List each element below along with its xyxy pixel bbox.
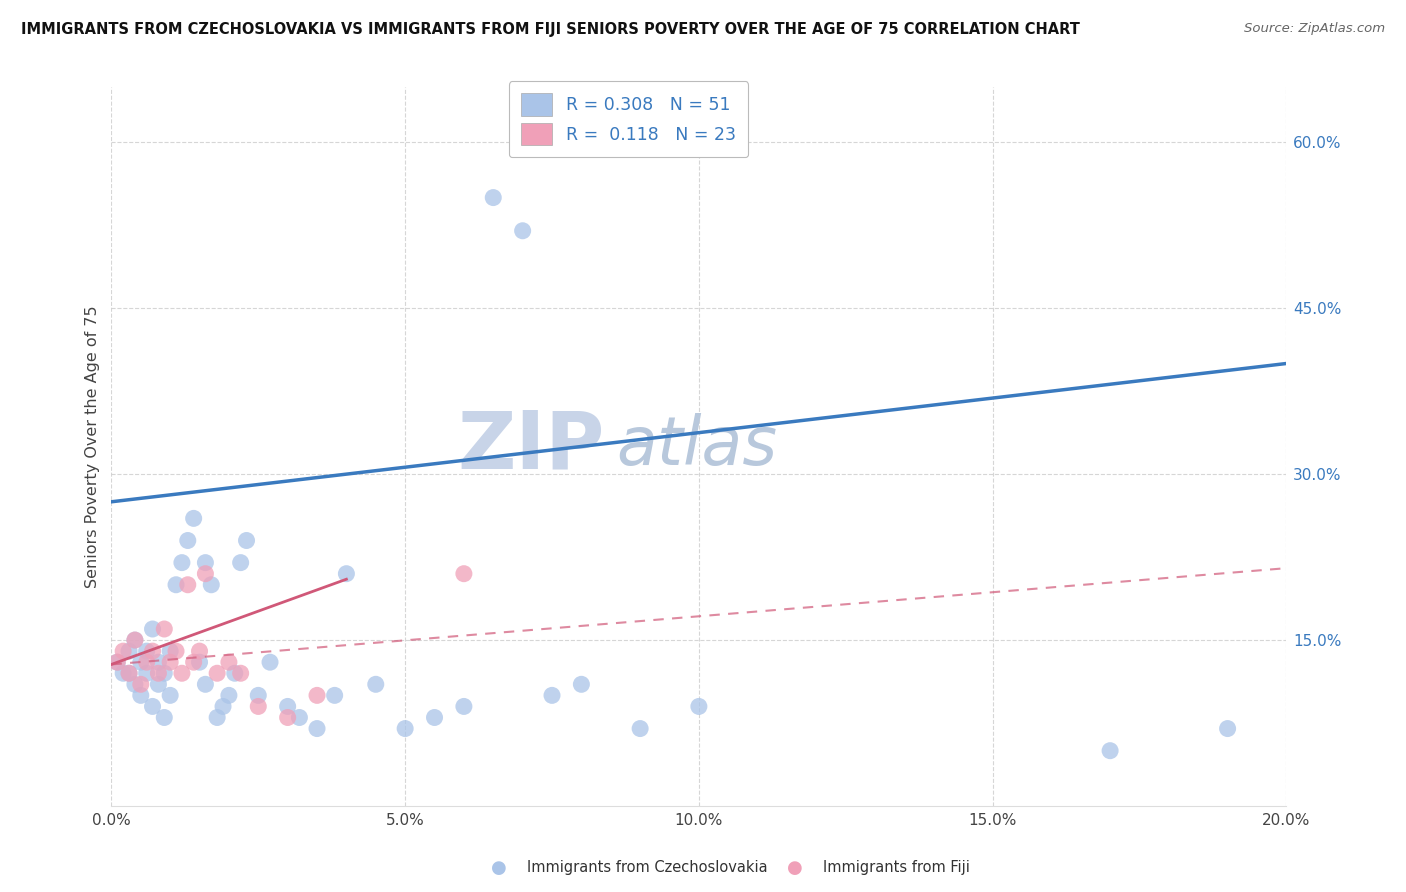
Point: [124, 677, 146, 691]
Legend: R = 0.308   N = 51, R =  0.118   N = 23: R = 0.308 N = 51, R = 0.118 N = 23: [509, 81, 748, 157]
Point: [118, 666, 141, 681]
Point: [205, 710, 228, 724]
Point: [194, 556, 217, 570]
Point: [235, 533, 257, 548]
Point: [224, 666, 246, 681]
Point: [305, 689, 328, 703]
Point: [118, 644, 141, 658]
Point: [165, 644, 187, 658]
Point: [259, 655, 281, 669]
Point: [1216, 722, 1239, 736]
Point: [188, 655, 211, 669]
Point: [148, 655, 170, 669]
Point: [188, 644, 211, 658]
Point: [159, 655, 181, 669]
Point: [277, 710, 299, 724]
Text: atlas: atlas: [617, 414, 778, 480]
Point: [482, 190, 505, 204]
Text: ●: ●: [786, 859, 803, 877]
Point: [453, 699, 475, 714]
Point: [194, 677, 217, 691]
Point: [571, 677, 593, 691]
Point: [229, 556, 252, 570]
Point: [129, 677, 152, 691]
Point: [141, 622, 163, 636]
Point: [129, 689, 152, 703]
Point: [165, 578, 187, 592]
Point: [153, 710, 176, 724]
Point: [305, 722, 328, 736]
Point: [135, 655, 157, 669]
Point: [170, 666, 193, 681]
Point: [423, 710, 446, 724]
Point: [177, 578, 200, 592]
Point: [218, 655, 240, 669]
Point: [200, 578, 222, 592]
Point: [453, 566, 475, 581]
Point: [129, 655, 152, 669]
Text: Source: ZipAtlas.com: Source: ZipAtlas.com: [1244, 22, 1385, 36]
Point: [394, 722, 416, 736]
Point: [541, 689, 564, 703]
Point: [124, 633, 146, 648]
Point: [105, 655, 128, 669]
Point: [112, 644, 135, 658]
Point: [135, 666, 157, 681]
Point: [1099, 744, 1122, 758]
Point: [628, 722, 651, 736]
Point: [229, 666, 252, 681]
Point: [205, 666, 228, 681]
Point: [247, 699, 270, 714]
Point: [512, 224, 534, 238]
Point: [135, 644, 157, 658]
Point: [688, 699, 710, 714]
Point: [153, 622, 176, 636]
Text: Immigrants from Czechoslovakia: Immigrants from Czechoslovakia: [527, 861, 768, 875]
Point: [153, 666, 176, 681]
Point: [183, 655, 205, 669]
Point: [183, 511, 205, 525]
Point: [124, 633, 146, 648]
Point: [170, 556, 193, 570]
Point: [148, 666, 170, 681]
Text: Immigrants from Fiji: Immigrants from Fiji: [823, 861, 969, 875]
Point: [148, 677, 170, 691]
Point: [247, 689, 270, 703]
Text: IMMIGRANTS FROM CZECHOSLOVAKIA VS IMMIGRANTS FROM FIJI SENIORS POVERTY OVER THE : IMMIGRANTS FROM CZECHOSLOVAKIA VS IMMIGR…: [21, 22, 1080, 37]
Point: [159, 689, 181, 703]
Point: [118, 666, 141, 681]
Point: [112, 666, 135, 681]
Point: [141, 644, 163, 658]
Point: [194, 566, 217, 581]
Text: ZIP: ZIP: [457, 408, 605, 485]
Point: [159, 644, 181, 658]
Point: [177, 533, 200, 548]
Point: [335, 566, 357, 581]
Y-axis label: Seniors Poverty Over the Age of 75: Seniors Poverty Over the Age of 75: [86, 305, 100, 588]
Point: [323, 689, 346, 703]
Point: [288, 710, 311, 724]
Text: ●: ●: [491, 859, 508, 877]
Point: [277, 699, 299, 714]
Point: [364, 677, 387, 691]
Point: [105, 655, 128, 669]
Point: [141, 699, 163, 714]
Point: [218, 689, 240, 703]
Point: [212, 699, 235, 714]
